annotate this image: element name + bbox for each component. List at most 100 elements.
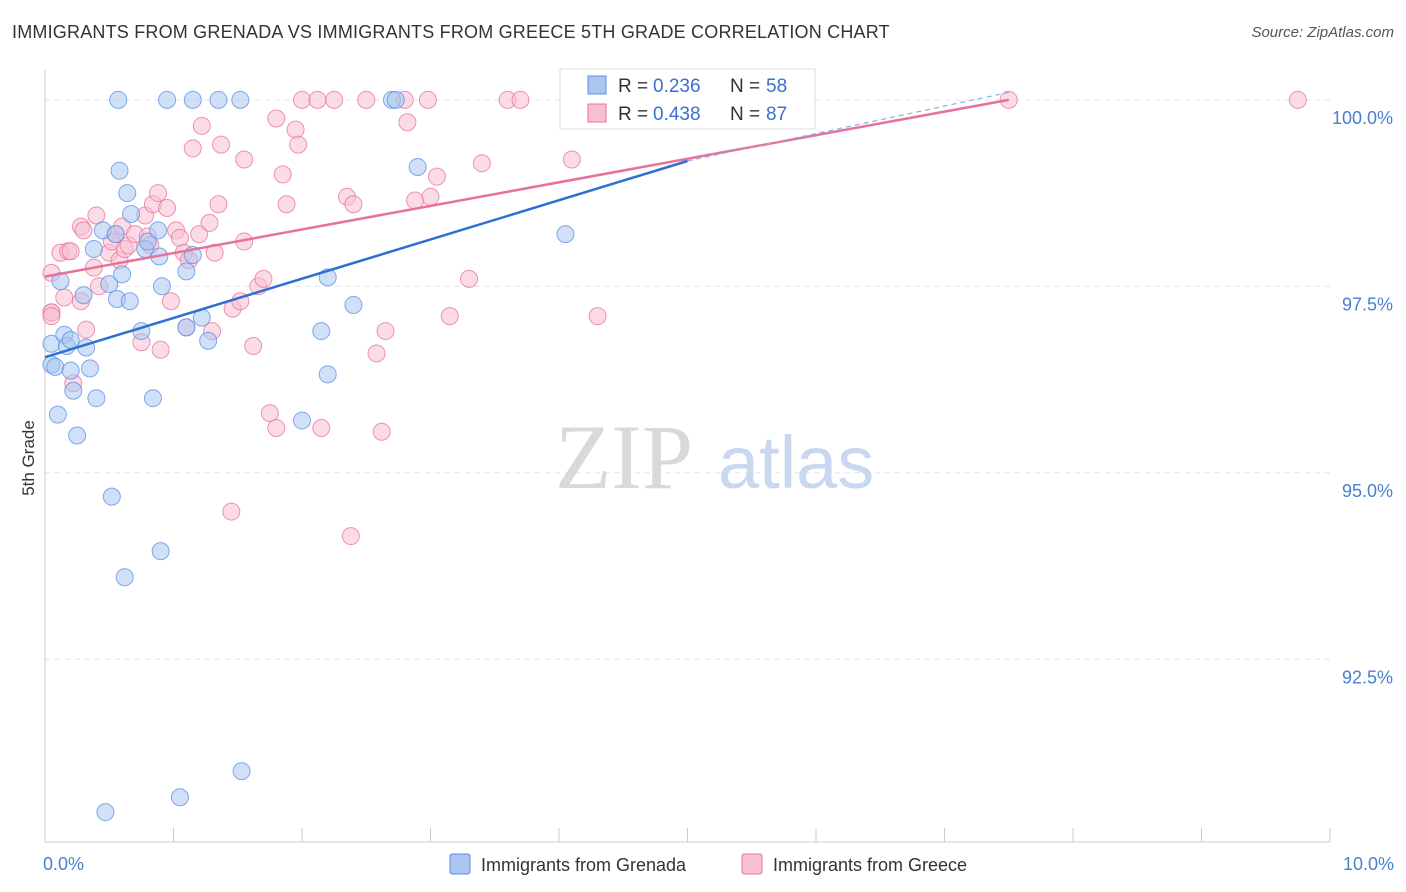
greece-point bbox=[260, 404, 279, 423]
greece-point bbox=[212, 135, 231, 154]
greece-point bbox=[367, 344, 386, 363]
grenada-r-label: R = bbox=[618, 76, 648, 97]
greece-point bbox=[209, 195, 228, 214]
bottom-legend: Immigrants from Grenada Immigrants from … bbox=[449, 853, 967, 875]
grenada-point bbox=[151, 542, 170, 561]
greece-point bbox=[200, 213, 219, 232]
greece-point bbox=[244, 336, 263, 355]
grenada-point bbox=[80, 359, 99, 378]
greece-point bbox=[289, 135, 308, 154]
grenada-point bbox=[152, 277, 171, 296]
greece-point bbox=[183, 139, 202, 158]
grenada-point bbox=[209, 90, 228, 109]
greece-point bbox=[472, 154, 491, 173]
grenada-point bbox=[149, 221, 168, 240]
grenada-point bbox=[177, 262, 196, 281]
grenada-point bbox=[61, 331, 80, 350]
greece-point bbox=[460, 269, 479, 288]
greece-point bbox=[77, 320, 96, 339]
grenada-point bbox=[120, 292, 139, 311]
greece-point bbox=[344, 195, 363, 214]
trend-lines bbox=[44, 91, 1009, 359]
grenada-point bbox=[110, 161, 129, 180]
grenada-trend-extension bbox=[687, 91, 1009, 162]
greece-trend-line bbox=[44, 98, 1009, 278]
greece-point bbox=[308, 90, 327, 109]
grenada-points bbox=[42, 90, 633, 822]
watermark-zip: ZIP bbox=[555, 406, 693, 508]
greece-r-value: 0.438 bbox=[653, 104, 701, 125]
y-tick-label: 95.0% bbox=[1342, 481, 1393, 501]
greece-point bbox=[357, 90, 376, 109]
y-axis-label: 5th Grade bbox=[19, 420, 38, 496]
grenada-point bbox=[408, 157, 427, 176]
greece-point bbox=[190, 225, 209, 244]
grenada-point bbox=[113, 265, 132, 284]
greece-point bbox=[372, 422, 391, 441]
greece-point bbox=[151, 340, 170, 359]
watermark-atlas: atlas bbox=[718, 421, 874, 504]
grenada-point bbox=[118, 184, 137, 203]
grenada-point bbox=[84, 240, 103, 259]
grenada-point bbox=[122, 204, 141, 223]
grenada-point bbox=[143, 389, 162, 408]
source-label: Source: ZipAtlas.com bbox=[1251, 24, 1394, 41]
grenada-point bbox=[170, 788, 189, 807]
grenada-point bbox=[100, 275, 119, 294]
x-tick-label-max: 10.0% bbox=[1343, 854, 1394, 874]
greece-point bbox=[222, 502, 241, 521]
greece-point bbox=[1288, 90, 1307, 109]
grenada-bottom-label: Immigrants from Grenada bbox=[481, 855, 687, 875]
greece-point bbox=[325, 90, 344, 109]
grenada-point bbox=[115, 568, 134, 587]
grenada-point bbox=[232, 762, 251, 781]
greece-r-label: R = bbox=[618, 104, 648, 125]
grenada-point bbox=[177, 318, 196, 337]
greece-point bbox=[254, 269, 273, 288]
greece-point bbox=[42, 307, 61, 326]
greece-point bbox=[511, 90, 530, 109]
greece-point bbox=[267, 109, 286, 128]
greece-point bbox=[170, 228, 189, 247]
grenada-point bbox=[61, 361, 80, 380]
greece-point bbox=[55, 288, 74, 307]
grenada-n-value: 58 bbox=[766, 76, 787, 97]
y-tick-label: 92.5% bbox=[1342, 667, 1393, 687]
y-tick-label: 97.5% bbox=[1342, 294, 1393, 314]
x-tick-label-min: 0.0% bbox=[43, 854, 84, 874]
greece-point bbox=[427, 167, 446, 186]
watermark: ZIP atlas bbox=[555, 406, 874, 508]
y-tick-labels: 100.0% 97.5% 95.0% 92.5% bbox=[1332, 108, 1393, 687]
greece-point bbox=[588, 307, 607, 326]
grenada-point bbox=[68, 426, 87, 445]
greece-point bbox=[341, 527, 360, 546]
grenada-point bbox=[199, 331, 218, 350]
grenada-point bbox=[46, 357, 65, 376]
greece-point bbox=[421, 187, 440, 206]
x-ticks bbox=[44, 828, 1331, 842]
grenada-point bbox=[158, 90, 177, 109]
chart-title: IMMIGRANTS FROM GRENADA VS IMMIGRANTS FR… bbox=[12, 22, 890, 42]
grenada-point bbox=[318, 365, 337, 384]
grenada-point bbox=[102, 487, 121, 506]
grenada-bottom-swatch bbox=[449, 853, 471, 875]
grid-lines bbox=[45, 99, 1330, 660]
greece-point bbox=[273, 165, 292, 184]
grenada-legend-swatch bbox=[587, 75, 607, 95]
greece-point bbox=[562, 150, 581, 169]
greece-point bbox=[87, 206, 106, 225]
greece-legend-swatch bbox=[587, 103, 607, 123]
greece-point bbox=[235, 150, 254, 169]
greece-point bbox=[398, 113, 417, 132]
greece-point bbox=[293, 90, 311, 109]
greece-point bbox=[286, 120, 305, 139]
grenada-point bbox=[96, 803, 115, 822]
grenada-n-label: N = bbox=[730, 76, 760, 97]
grenada-r-value: 0.236 bbox=[653, 76, 701, 97]
grenada-point bbox=[48, 405, 67, 424]
grenada-point bbox=[74, 286, 93, 305]
greece-n-value: 87 bbox=[766, 104, 787, 125]
grenada-point bbox=[109, 90, 128, 109]
grenada-trend-line bbox=[44, 159, 688, 359]
